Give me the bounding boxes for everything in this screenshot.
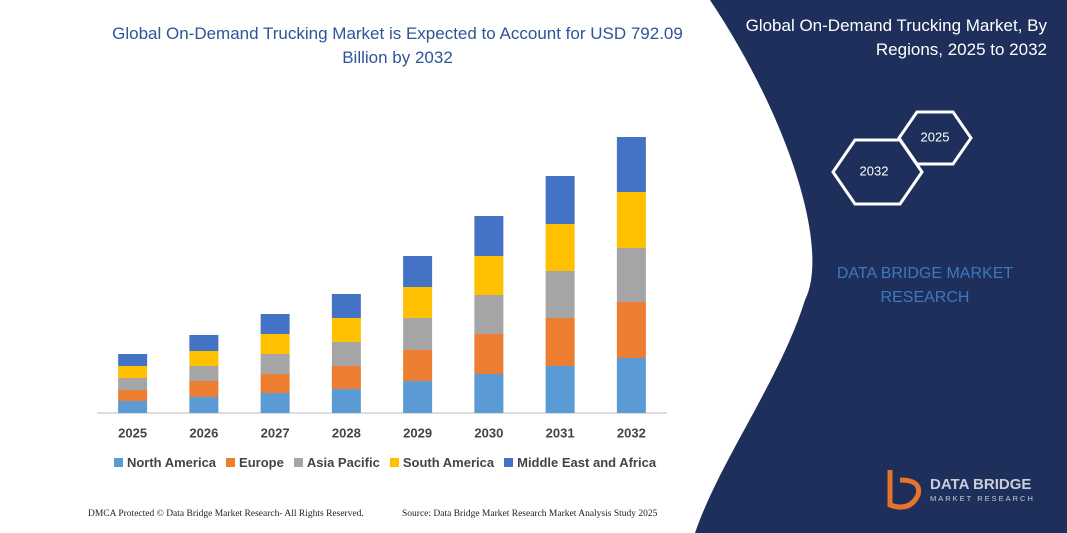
bar-segment	[118, 366, 148, 378]
bar-segment	[616, 137, 646, 192]
bar-segment	[260, 374, 290, 393]
bar-segment	[403, 287, 433, 318]
bar-segment	[331, 366, 361, 389]
x-tick-label: 2025	[118, 425, 147, 440]
bar-segment	[118, 378, 148, 390]
bar-segment	[403, 256, 433, 287]
logo-tagline: MARKET RESEARCH	[930, 494, 1035, 503]
bar-segment	[616, 358, 646, 413]
legend-swatch	[504, 458, 514, 467]
x-tick-label: 2027	[261, 425, 290, 440]
bar-segment	[474, 256, 504, 295]
brand-text: DATA BRIDGE MARKET RESEARCH	[836, 265, 1014, 306]
bar-segment	[189, 381, 219, 397]
bar-segment	[474, 374, 504, 413]
panel-title: Global On-Demand Trucking Market, By Reg…	[745, 16, 1047, 59]
bar-segment	[189, 351, 219, 366]
bar-segment	[545, 176, 575, 224]
legend-swatch	[113, 458, 123, 467]
logo-name: DATA BRIDGE	[930, 476, 1032, 493]
bar-segment	[189, 335, 219, 351]
bar-segment	[118, 401, 148, 413]
bar-segment	[260, 334, 290, 354]
legend-label: South America	[402, 455, 495, 470]
bar-segment	[260, 393, 290, 413]
bar-segment	[616, 192, 646, 248]
bar-segment	[189, 397, 219, 413]
bar-segment	[545, 271, 575, 318]
x-tick-label: 2030	[474, 425, 503, 440]
hexagon	[897, 110, 973, 166]
legend-label: Asia Pacific	[306, 455, 380, 470]
bar-segment	[260, 314, 290, 334]
bar-segment	[118, 354, 148, 366]
legend-item: Middle East and Africa	[504, 455, 656, 470]
bar-segment	[616, 302, 646, 358]
bar-segment	[474, 334, 504, 374]
bar-segment	[331, 294, 361, 318]
legend-label: Europe	[239, 455, 284, 470]
x-tick-label: 2032	[617, 425, 646, 440]
logo-icon	[887, 470, 922, 510]
bar-segment	[474, 295, 504, 334]
bar-segment	[616, 248, 646, 302]
bar-segment	[545, 366, 575, 413]
legend-item: Asia Pacific	[293, 455, 380, 470]
chart-title: Global On-Demand Trucking Market is Expe…	[112, 24, 683, 67]
bar-segment	[331, 389, 361, 413]
bar-segment	[474, 216, 504, 256]
bar-segment	[331, 342, 361, 366]
legend-swatch	[293, 458, 303, 467]
hexagon-label: 2032	[860, 163, 889, 178]
legend-swatch	[389, 458, 399, 467]
footer-note: DMCA Protected © Data Bridge Market Rese…	[88, 509, 364, 519]
x-tick-label: 2028	[332, 425, 361, 440]
legend-label: North America	[126, 455, 217, 470]
legend-item: North America	[113, 455, 217, 470]
legend: North America Europe Asia Pacific South Ame…	[60, 455, 710, 470]
bar-segment	[403, 318, 433, 350]
x-tick-label: 2031	[546, 425, 575, 440]
x-tick-label: 2029	[403, 425, 432, 440]
bar-segment	[545, 318, 575, 366]
bar-segment	[403, 381, 433, 413]
legend-label: Middle East and Africa	[517, 455, 657, 470]
hexagon-label: 2025	[921, 129, 950, 144]
legend-item: Europe	[226, 455, 284, 470]
x-tick-label: 2026	[189, 425, 218, 440]
footer-source: Source: Data Bridge Market Research Mark…	[402, 509, 658, 519]
bar-segment	[545, 224, 575, 271]
legend-item: South America	[389, 455, 495, 470]
bar-segment	[118, 390, 148, 401]
side-panel	[695, 0, 1067, 533]
bar-segment	[189, 366, 219, 381]
bar-segment	[331, 318, 361, 342]
bar-segment	[260, 354, 290, 374]
legend-swatch	[226, 458, 236, 467]
bar-segment	[403, 350, 433, 381]
